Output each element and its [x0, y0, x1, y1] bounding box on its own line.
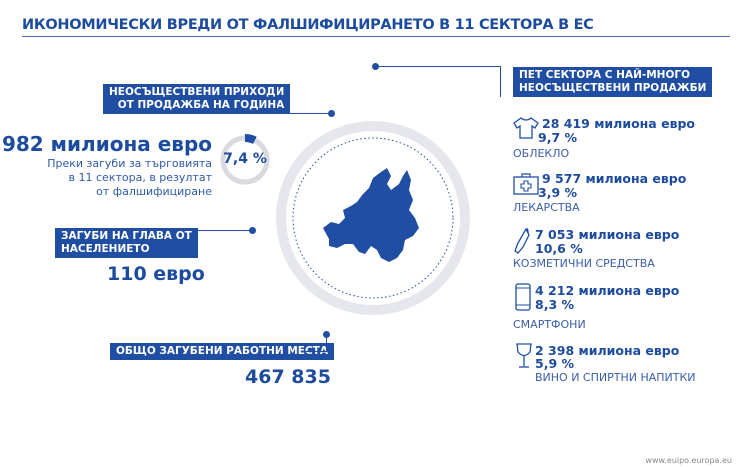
sector-percent: 8,3 %	[535, 297, 575, 312]
page-title: ИКОНОМИЧЕСКИ ВРЕДИ ОТ ФАЛШИФИЦИРАНЕТО В …	[22, 17, 594, 33]
sector-percent: 10,6 %	[535, 241, 583, 256]
revenue-percent: 7,4 %	[223, 151, 267, 167]
percent-donut-arc	[219, 134, 271, 186]
per-capita-value: 110 евро	[107, 263, 205, 285]
sector-value: 2 398 милиона евро	[535, 343, 680, 358]
per-capita-label-box: ЗАГУБИ НА ГЛАВА ОТ НАСЕЛЕНИЕТО	[55, 228, 198, 258]
footer-url[interactable]: www.euipo.europa.eu	[645, 456, 732, 465]
connector-dot	[372, 63, 379, 70]
connector-line	[193, 230, 251, 231]
connector-line	[276, 113, 328, 114]
connector-line	[500, 66, 501, 97]
sector-value: 4 212 милиона евро	[535, 283, 680, 298]
lipstick-icon	[514, 227, 530, 254]
jobs-label: ОБЩО ЗАГУБЕНИ РАБОТНИ МЕСТА	[116, 345, 328, 357]
connector-dot	[328, 110, 335, 117]
revenue-label-line1: НЕОСЪЩЕСТВЕНИ ПРИХОДИ	[109, 86, 285, 98]
revenue-desc-line3: от фалшифициране	[96, 185, 212, 198]
sectors-label-line1: ПЕТ СЕКТОРА С НАЙ-МНОГО	[519, 69, 691, 81]
revenue-description: Преки загуби за търговията в 11 сектора,…	[47, 157, 212, 199]
eu-map-graphic	[276, 121, 470, 315]
per-capita-label-line1: ЗАГУБИ НА ГЛАВА ОТ	[61, 230, 192, 242]
revenue-desc-line2: в 11 сектора, в резултат	[68, 171, 212, 184]
connector-dot	[323, 331, 330, 338]
medical-kit-icon	[513, 173, 539, 195]
connector-dot	[249, 227, 256, 234]
sectors-label-line2: НЕОСЪЩЕСТВЕНИ ПРОДАЖБИ	[519, 82, 707, 94]
jobs-value: 467 835	[245, 366, 331, 388]
sector-label: ЛЕКАРСТВА	[513, 201, 580, 214]
revenue-label-line2: ОТ ПРОДАЖБА НА ГОДИНА	[117, 99, 285, 111]
sector-value: 9 577 милиона евро	[542, 171, 687, 186]
smartphone-icon	[515, 283, 531, 311]
connector-line	[305, 351, 327, 352]
revenue-value: 55 982 милиона евро	[0, 132, 212, 156]
sector-percent: 9,7 %	[538, 130, 578, 145]
tshirt-icon	[513, 117, 539, 139]
sector-value: 28 419 милиона евро	[542, 116, 696, 131]
sectors-label-box: ПЕТ СЕКТОРА С НАЙ-МНОГО НЕОСЪЩЕСТВЕНИ ПР…	[513, 67, 713, 97]
sector-percent: 5,9 %	[535, 356, 575, 371]
revenue-desc-line1: Преки загуби за търговията	[47, 157, 212, 170]
sector-label: КОЗМЕТИЧНИ СРЕДСТВА	[513, 257, 655, 270]
title-rule	[22, 36, 730, 37]
revenue-label-box: НЕОСЪЩЕСТВЕНИ ПРИХОДИ ОТ ПРОДАЖБА НА ГОД…	[103, 84, 291, 114]
sector-percent: 3,9 %	[538, 185, 578, 200]
jobs-label-box: ОБЩО ЗАГУБЕНИ РАБОТНИ МЕСТА	[110, 343, 334, 360]
eu-map-icon	[323, 168, 419, 262]
percent-donut	[219, 134, 271, 186]
connector-line	[376, 66, 500, 67]
sector-label: ОБЛЕКЛО	[513, 147, 570, 160]
sector-label: ВИНО И СПИРТНИ НАПИТКИ	[535, 371, 696, 384]
per-capita-label-line2: НАСЕЛЕНИЕТО	[61, 243, 150, 255]
sector-label: СМАРТФОНИ	[513, 318, 586, 331]
connector-line	[276, 87, 277, 114]
sector-value: 7 053 милиона евро	[535, 227, 680, 242]
connector-line	[326, 336, 327, 352]
connector-line	[193, 230, 194, 258]
wine-glass-icon	[516, 343, 532, 368]
